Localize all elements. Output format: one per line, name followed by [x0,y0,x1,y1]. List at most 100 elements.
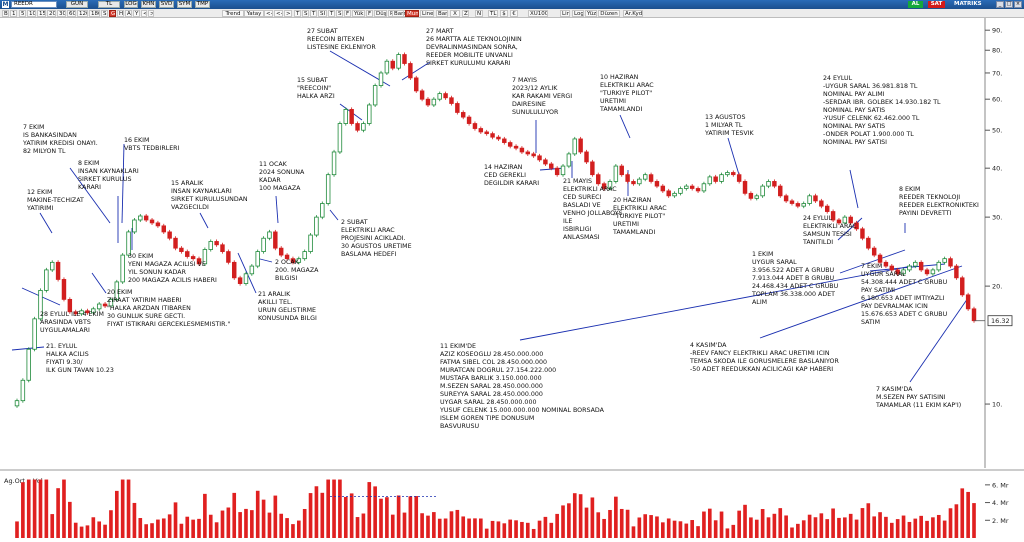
tab-sym[interactable]: SYM [177,1,192,8]
toolbar-item-23[interactable]: S [302,10,309,17]
annotation-line: REEDER ELEKTRONIKTEKI [899,202,979,209]
toolbar-item-6[interactable]: 30 [57,10,66,17]
annotation-line: 7 MAYIS [512,77,537,84]
candle [167,229,172,241]
volume-bar [602,518,606,538]
candle [672,191,677,198]
tab-tl[interactable]: TL [98,1,120,8]
toolbar-item-38[interactable]: Z [462,10,469,17]
toolbar-item-36[interactable]: Bar [436,10,448,17]
toolbar-item-14[interactable]: Y [133,10,140,17]
toolbar-item-42[interactable]: € [510,10,518,17]
toolbar-item-45[interactable]: Log [572,10,584,17]
candle [560,164,566,177]
volume-bar [97,521,102,538]
close-icon[interactable]: × [1014,1,1022,8]
annotation-line: 1 MILYAR TL [705,122,743,129]
toolbar-item-44[interactable]: Lin [560,10,570,17]
volume-bar [655,516,659,538]
toolbar-item-1[interactable]: 1 [10,10,17,17]
toolbar-item-15[interactable]: < [141,10,147,17]
toolbar-item-7[interactable]: 60 [67,10,76,17]
toolbar-item-18[interactable]: Yatay [244,10,264,17]
toolbar-item-27[interactable]: S [336,10,343,17]
toolbar-item-43[interactable]: XU100 [528,10,548,17]
volume-bar [590,497,595,538]
minimize-icon[interactable]: _ [996,1,1004,8]
toolbar-item-8[interactable]: 120 [77,10,88,17]
toolbar-item-24[interactable]: T [310,10,317,17]
toolbar-item-34[interactable]: Mum [405,10,419,17]
toolbar-item-19[interactable]: << [264,10,273,17]
annotation-line: PROJESINI ACIKLADI. [341,235,406,242]
annotation-connector [11,346,45,351]
tab-svd[interactable]: SVD [159,1,174,8]
toolbar-item-29[interactable]: Yük [352,10,365,17]
annotation-line: IS BANKASINDAN [23,132,77,139]
toolbar-item-33[interactable]: Bar [392,10,404,17]
candle [220,242,225,254]
toolbar-item-25[interactable]: SI [318,10,327,17]
toolbar-item-4[interactable]: 15 [37,10,46,17]
toolbar-item-37[interactable]: X [450,10,460,17]
annotation-line: 15 SUBAT [297,77,328,84]
candle [50,260,55,272]
candle [689,184,695,191]
toolbar-item-16[interactable]: > [148,10,154,17]
volume-bar [203,493,207,538]
candle [760,184,765,198]
candle [226,249,231,265]
candle [38,288,43,321]
toolbar-item-5[interactable]: 20 [47,10,56,17]
volume-bar [596,512,601,538]
tab-tmp[interactable]: TMP [195,1,210,8]
toolbar-item-2[interactable]: 5 [19,10,26,17]
toolbar-item-47[interactable]: Düzen [598,10,620,17]
candle [372,83,378,108]
volume-bar [760,509,765,538]
sell-button[interactable]: SAT [928,1,945,8]
candle [807,193,812,206]
toolbar-item-10[interactable]: S [101,10,108,17]
toolbar-item-3[interactable]: 10 [27,10,36,17]
toolbar-item-13[interactable]: A [125,10,132,17]
toolbar-item-39[interactable]: N [475,10,483,17]
symbol-field[interactable]: REEDR [11,1,57,8]
toolbar-item-9[interactable]: 180 [89,10,100,17]
toolbar-item-30[interactable]: F [366,10,373,17]
price-chart[interactable]: 10. 20. 30. 40. 50. 60. 70. 80. 90. 27 SUBATREEC… [0,18,1024,542]
tab-log[interactable]: LOG [124,1,138,8]
candle [102,302,108,308]
candle [596,172,601,186]
toolbar-item-48[interactable]: Ar.Kyd [623,10,643,17]
volume-bar [185,516,190,538]
annotation-line: ARASINDA VBTS [40,319,91,326]
toolbar-item-21[interactable]: > [284,10,292,17]
candle [783,193,789,203]
toolbar-item-41[interactable]: $ [500,10,508,17]
toolbar-item-17[interactable]: Trend [222,10,244,17]
candle [437,91,442,102]
toolbar-item-12[interactable]: H [117,10,124,17]
toolbar-item-40[interactable]: TL [488,10,498,17]
volume-bar [666,518,671,538]
buy-button[interactable]: AL [908,1,923,8]
toolbar-item-11[interactable]: G [109,10,116,17]
candle [355,121,360,133]
tab-khn[interactable]: KHN [141,1,156,8]
toolbar-item-0[interactable]: B [2,10,9,17]
tab-gun[interactable]: GUN [66,1,88,8]
annotation-line: INSAN KAYNAKLARI [78,168,139,175]
volume-bar [349,493,354,538]
maximize-icon[interactable]: □ [1005,1,1013,8]
toolbar-item-46[interactable]: Yüz [585,10,597,17]
toolbar-item-22[interactable]: T [294,10,301,17]
toolbar-item-28[interactable]: F [344,10,351,17]
candle [660,184,666,193]
toolbar-item-31[interactable]: Düş [374,10,387,17]
toolbar-item-35[interactable]: Line [420,10,434,17]
toolbar-item-20[interactable]: << [274,10,283,17]
volume-bar [584,507,589,538]
volume-bar [672,520,677,538]
toolbar-item-26[interactable]: T [328,10,335,17]
